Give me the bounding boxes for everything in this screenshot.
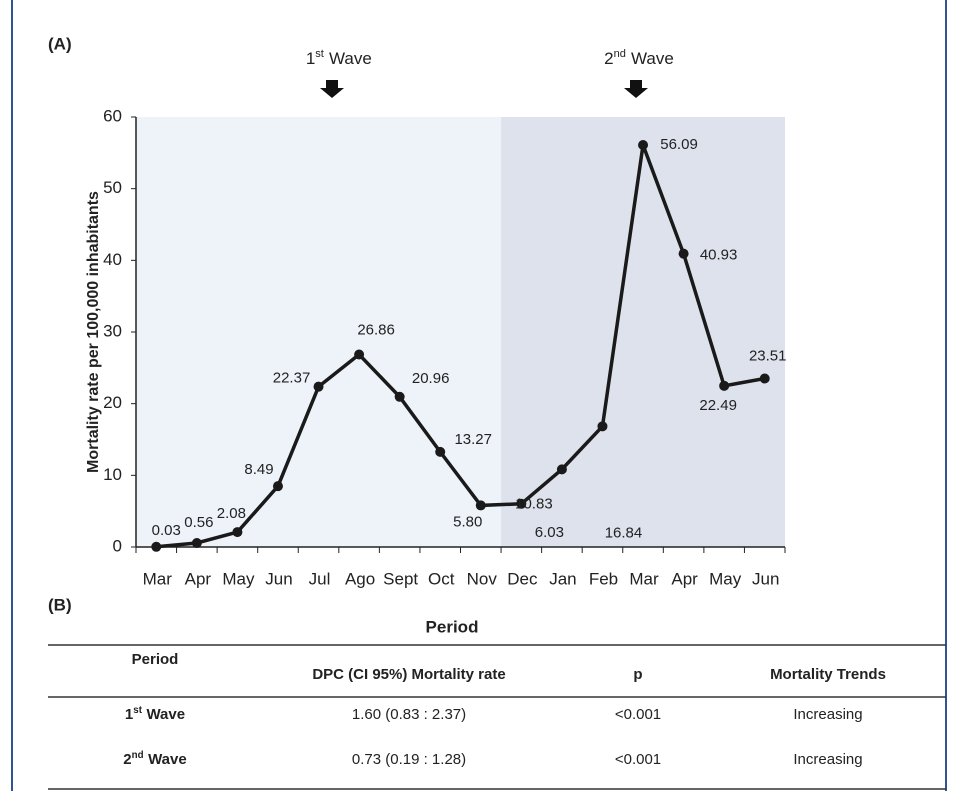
data-label: 8.49	[244, 461, 273, 478]
x-tick-label: Jun	[265, 569, 292, 588]
x-tick-label: Mar	[143, 569, 173, 588]
data-label: 10.83	[515, 495, 553, 512]
point	[354, 349, 365, 360]
x-tick-label: Jul	[309, 569, 331, 588]
data-label: 22.49	[699, 397, 737, 414]
data-label: 22.37	[273, 370, 311, 387]
ordinal-label: 2nd Wave	[604, 48, 674, 69]
data-label: 16.84	[605, 524, 643, 541]
data-label: 56.09	[660, 136, 698, 153]
table-cell: <0.001	[615, 751, 661, 768]
table-cell: Increasing	[793, 751, 862, 768]
table-title: Period	[426, 617, 479, 636]
data-label: 5.80	[453, 513, 482, 530]
x-tick-label: Sept	[383, 569, 418, 588]
y-tick-label: 50	[103, 178, 122, 197]
ordinal-label: 2nd Wave	[123, 749, 186, 768]
panel-label: (A)	[48, 34, 72, 53]
table-header: Mortality Trends	[770, 666, 886, 683]
point	[394, 391, 405, 402]
table-cell: Increasing	[793, 706, 862, 723]
table-cell: <0.001	[615, 706, 661, 723]
x-tick-label: Nov	[467, 569, 498, 588]
table-header: p	[633, 666, 642, 683]
x-tick-label: Ago	[345, 569, 375, 588]
point	[475, 500, 486, 511]
y-tick-label: 20	[103, 393, 122, 412]
x-tick-label: Dec	[507, 569, 538, 588]
ordinal-label-text: Wave	[631, 49, 674, 68]
point	[191, 537, 202, 548]
point	[151, 541, 162, 552]
ordinal-label-text: Wave	[148, 751, 187, 768]
x-tick-label: Oct	[428, 569, 455, 588]
data-label: 20.96	[412, 370, 450, 387]
x-tick-label: May	[709, 569, 742, 588]
panel-label: (B)	[48, 595, 72, 614]
ordinal-number: 2	[604, 49, 613, 68]
y-tick-label: 10	[103, 465, 122, 484]
ordinal-suffix: nd	[132, 749, 144, 760]
x-tick-label: May	[222, 569, 255, 588]
point	[272, 481, 283, 492]
y-tick-label: 0	[113, 536, 122, 555]
table-cell: 0.73 (0.19 : 1.28)	[352, 751, 466, 768]
ordinal-label: 1st Wave	[125, 704, 185, 723]
y-tick-label: 60	[103, 106, 122, 125]
data-label: 0.03	[152, 522, 181, 539]
arrow	[624, 80, 648, 98]
x-tick-label: Jan	[549, 569, 576, 588]
data-label: 0.56	[184, 514, 213, 531]
arrow	[320, 80, 344, 98]
ordinal-number: 2	[123, 751, 131, 768]
point	[516, 498, 527, 509]
point	[638, 140, 649, 151]
point	[313, 381, 324, 392]
period-shade	[136, 117, 502, 547]
point	[759, 373, 770, 384]
y-axis-label: Mortality rate per 100,000 inhabitants	[85, 191, 102, 473]
data-label: 13.27	[454, 431, 492, 448]
x-tick-label: Jun	[752, 569, 779, 588]
data-label: 23.51	[749, 347, 787, 364]
x-tick-label: Mar	[629, 569, 659, 588]
ordinal-suffix: nd	[614, 48, 626, 60]
period-shade	[501, 117, 785, 547]
ordinal-suffix: st	[133, 704, 142, 715]
table-header: Period	[132, 651, 179, 668]
x-tick-label: Apr	[185, 569, 212, 588]
ordinal-label-text: Wave	[329, 49, 372, 68]
y-tick-label: 30	[103, 321, 122, 340]
y-tick-label: 40	[103, 250, 122, 269]
point	[232, 527, 243, 538]
ordinal-label-text: Wave	[146, 706, 185, 723]
point	[597, 421, 608, 432]
point	[435, 446, 446, 457]
point	[719, 380, 730, 391]
data-label: 6.03	[535, 524, 564, 541]
data-label: 40.93	[700, 247, 738, 264]
table-header: DPC (CI 95%) Mortality rate	[312, 666, 505, 683]
data-label: 2.08	[217, 505, 246, 522]
point	[678, 248, 689, 259]
x-tick-label: Feb	[589, 569, 618, 588]
data-label: 26.86	[357, 321, 395, 338]
line	[156, 144, 766, 549]
x-tick-label: Apr	[671, 569, 698, 588]
point	[556, 464, 567, 475]
ordinal-number: 1	[125, 706, 133, 723]
ordinal-suffix: st	[315, 48, 324, 60]
ordinal-label: 1st Wave	[306, 48, 372, 69]
table-cell: 1.60 (0.83 : 2.37)	[352, 706, 466, 723]
ordinal-number: 1	[306, 49, 315, 68]
